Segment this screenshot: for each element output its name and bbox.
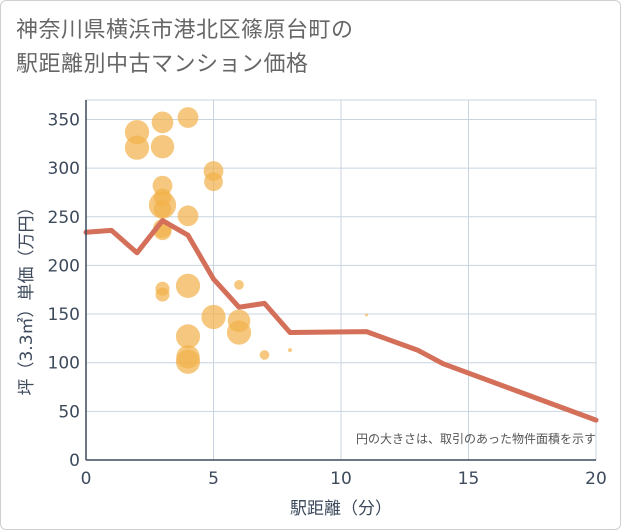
x-tick-label: 20 xyxy=(585,469,607,489)
bubble-point xyxy=(177,107,199,128)
y-axis-label: 坪（3.3㎡）単価（万円） xyxy=(17,198,37,395)
bubble-point xyxy=(204,172,223,192)
bubble-point xyxy=(150,134,175,159)
grid-lines xyxy=(86,100,597,460)
bubble-point xyxy=(151,111,174,134)
average-line xyxy=(83,218,599,423)
y-tick-label: 200 xyxy=(48,256,80,276)
bubble-point xyxy=(177,205,199,227)
axes xyxy=(85,100,596,461)
bubble-point xyxy=(175,273,201,298)
bubble-point xyxy=(288,348,292,353)
y-tick-label: 0 xyxy=(69,451,80,471)
average-line-series xyxy=(83,218,599,423)
bubble-point xyxy=(153,200,172,218)
y-tick-label: 100 xyxy=(48,354,80,374)
y-tick-label: 300 xyxy=(48,159,80,179)
bubble-point xyxy=(175,349,201,374)
bubble-point xyxy=(155,287,170,302)
y-tick-label: 350 xyxy=(48,110,80,130)
bubble-point xyxy=(234,280,244,290)
x-tick-label: 15 xyxy=(458,469,480,489)
chart-title: 神奈川県横浜市港北区篠原台町の 駅距離別中古マンション価格 xyxy=(16,14,354,82)
chart-title-line-1: 神奈川県横浜市港北区篠原台町の xyxy=(16,18,354,43)
bubble-point xyxy=(175,324,201,349)
chart-title-line-2: 駅距離別中古マンション価格 xyxy=(16,52,309,77)
y-tick-label: 50 xyxy=(58,402,80,422)
tick-labels: 0 50 100 150 200 250 300 350 0 5 10 15 20 xyxy=(48,110,607,489)
x-tick-label: 0 xyxy=(81,469,92,489)
x-axis-label: 駅距離（分） xyxy=(290,499,392,519)
y-tick-label: 150 xyxy=(48,305,80,325)
bubble-point xyxy=(201,304,226,330)
x-tick-label: 10 xyxy=(330,469,352,489)
bubble-series xyxy=(124,107,368,374)
y-tick-label: 250 xyxy=(48,208,80,228)
bubble-point xyxy=(259,350,270,360)
bubble-point xyxy=(365,313,368,317)
bubble-point xyxy=(124,135,150,160)
x-tick-label: 5 xyxy=(208,469,219,489)
bubble-size-note: 円の大きさは、取引のあった物件面積を示す xyxy=(356,431,596,446)
bubble-point xyxy=(226,320,252,345)
